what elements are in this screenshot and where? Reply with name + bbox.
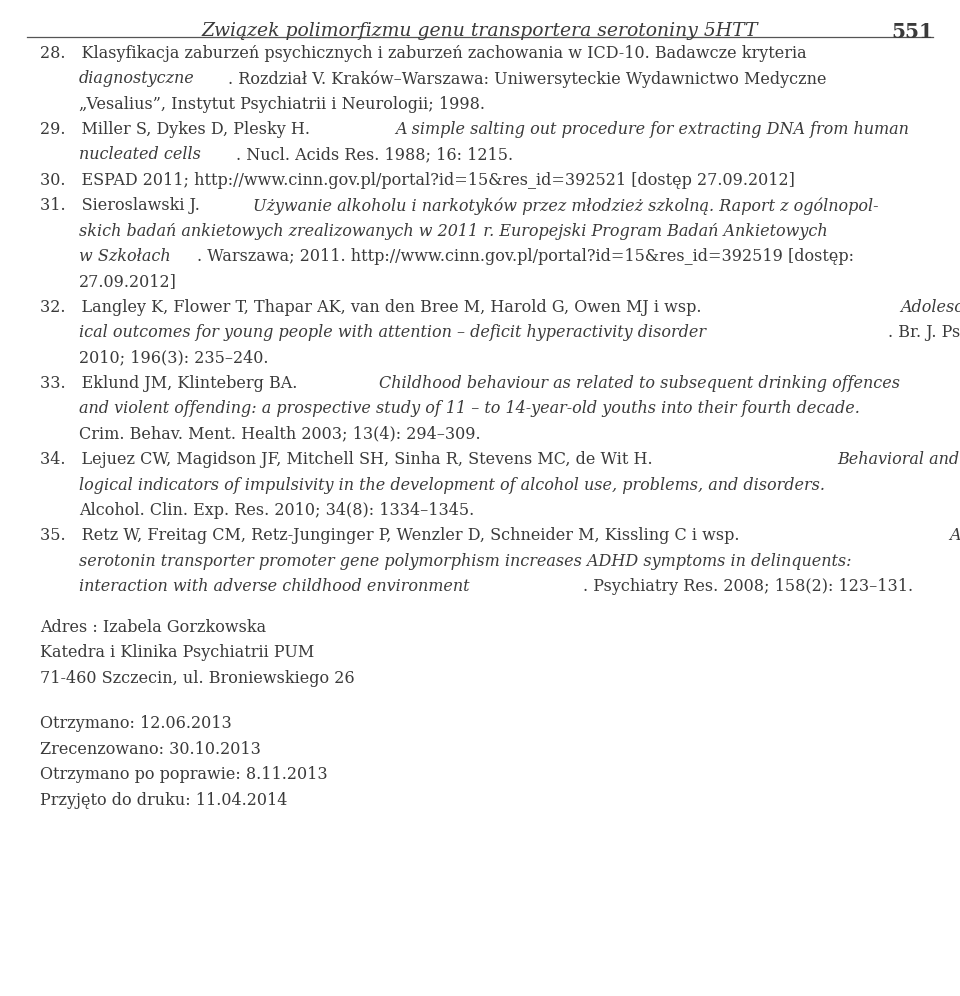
Text: 29. Miller S, Dykes D, Plesky H.: 29. Miller S, Dykes D, Plesky H. [40,121,316,138]
Text: A simple salting out procedure for extracting DNA from human: A simple salting out procedure for extra… [396,121,909,138]
Text: 30. ESPAD 2011; http://www.cinn.gov.pl/portal?id=15&res_id=392521 [dostęp 27.09.: 30. ESPAD 2011; http://www.cinn.gov.pl/p… [40,171,795,189]
Text: Otrzymano po poprawie: 8.11.2013: Otrzymano po poprawie: 8.11.2013 [40,766,328,783]
Text: diagnostyczne: diagnostyczne [79,70,195,88]
Text: 71-460 Szczecin, ul. Broniewskiego 26: 71-460 Szczecin, ul. Broniewskiego 26 [40,669,355,686]
Text: 35. Retz W, Freitag CM, Retz-Junginger P, Wenzler D, Schneider M, Kissling C i w: 35. Retz W, Freitag CM, Retz-Junginger P… [40,527,745,545]
Text: Związek polimorfizmu genu transportera serotoniny 5HTT: Związek polimorfizmu genu transportera s… [202,22,758,40]
Text: ical outcomes for young people with attention – deficit hyperactivity disorder: ical outcomes for young people with atte… [79,324,706,342]
Text: 27.09.2012]: 27.09.2012] [79,273,177,291]
Text: Przyjęto do druku: 11.04.2014: Przyjęto do druku: 11.04.2014 [40,792,288,809]
Text: logical indicators of impulsivity in the development of alcohol use, problems, a: logical indicators of impulsivity in the… [79,476,825,494]
Text: Adolescent clin-: Adolescent clin- [900,299,960,316]
Text: Crim. Behav. Ment. Health 2003; 13(4): 294–309.: Crim. Behav. Ment. Health 2003; 13(4): 2… [79,425,480,443]
Text: and violent offending: a prospective study of 11 – to 14-year-old youths into th: and violent offending: a prospective stu… [79,400,859,417]
Text: Katedra i Klinika Psychiatrii PUM: Katedra i Klinika Psychiatrii PUM [40,644,315,661]
Text: „Vesalius”, Instytut Psychiatrii i Neurologii; 1998.: „Vesalius”, Instytut Psychiatrii i Neuro… [79,96,485,113]
Text: . Psychiatry Res. 2008; 158(2): 123–131.: . Psychiatry Res. 2008; 158(2): 123–131. [583,578,913,596]
Text: Behavioral and bio-: Behavioral and bio- [837,451,960,468]
Text: 28. Klasyfikacja zaburzeń psychicznych i zaburzeń zachowania w ICD-10. Badawcze : 28. Klasyfikacja zaburzeń psychicznych i… [40,45,807,62]
Text: Używanie alkoholu i narkotyków przez młodzież szkolną. Raport z ogólnopol-: Używanie alkoholu i narkotyków przez mło… [253,197,878,215]
Text: w Szkołach: w Szkołach [79,248,170,265]
Text: 32. Langley K, Flower T, Thapar AK, van den Bree M, Harold G, Owen MJ i wsp.: 32. Langley K, Flower T, Thapar AK, van … [40,299,707,316]
Text: Otrzymano: 12.06.2013: Otrzymano: 12.06.2013 [40,715,232,732]
Text: A functional: A functional [949,527,960,545]
Text: Adres : Izabela Gorzkowska: Adres : Izabela Gorzkowska [40,619,267,635]
Text: skich badań ankietowych zrealizowanych w 2011 r. Europejski Program Badań Ankiet: skich badań ankietowych zrealizowanych w… [79,222,828,240]
Text: 2010; 196(3): 235–240.: 2010; 196(3): 235–240. [79,350,268,367]
Text: interaction with adverse childhood environment: interaction with adverse childhood envir… [79,578,469,596]
Text: Alcohol. Clin. Exp. Res. 2010; 34(8): 1334–1345.: Alcohol. Clin. Exp. Res. 2010; 34(8): 13… [79,502,474,519]
Text: . Br. J. Psychiatry: . Br. J. Psychiatry [888,324,960,342]
Text: 33. Eklund JM, Klinteberg BA.: 33. Eklund JM, Klinteberg BA. [40,374,302,392]
Text: Zrecenzowano: 30.10.2013: Zrecenzowano: 30.10.2013 [40,741,261,758]
Text: 551: 551 [891,22,933,42]
Text: Childhood behaviour as related to subsequent drinking offences: Childhood behaviour as related to subseq… [379,374,900,392]
Text: 31. Sieroslawski J.: 31. Sieroslawski J. [40,197,205,214]
Text: nucleated cells: nucleated cells [79,146,201,163]
Text: 34. Lejuez CW, Magidson JF, Mitchell SH, Sinha R, Stevens MC, de Wit H.: 34. Lejuez CW, Magidson JF, Mitchell SH,… [40,451,658,468]
Text: . Warszawa; 2011. http://www.cinn.gov.pl/portal?id=15&res_id=392519 [dostęp:: . Warszawa; 2011. http://www.cinn.gov.pl… [197,248,854,265]
Text: serotonin transporter promoter gene polymorphism increases ADHD symptoms in deli: serotonin transporter promoter gene poly… [79,553,852,570]
Text: . Nucl. Acids Res. 1988; 16: 1215.: . Nucl. Acids Res. 1988; 16: 1215. [236,146,513,163]
Text: . Rozdział V. Kraków–Warszawa: Uniwersyteckie Wydawnictwo Medyczne: . Rozdział V. Kraków–Warszawa: Uniwersyt… [228,70,827,88]
